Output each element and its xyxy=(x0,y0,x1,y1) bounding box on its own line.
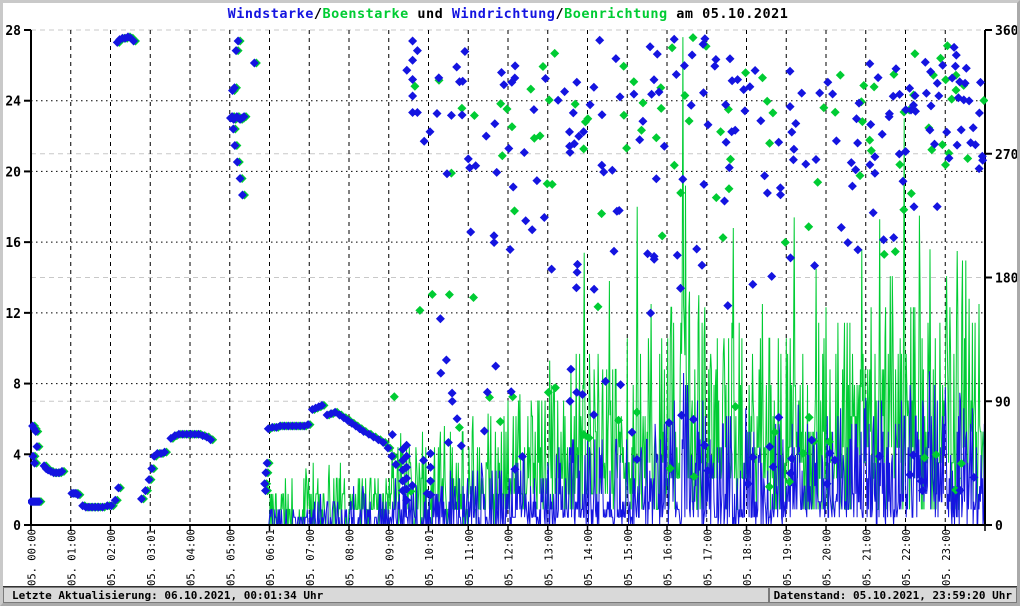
chart-title-segment: Boenstarke xyxy=(322,6,408,22)
x-axis-label: 05. 08:00 xyxy=(345,529,357,586)
data-state-text: Datenstand: 05.10.2021, 23:59:20 Uhr xyxy=(773,588,1012,602)
x-axis-label: 05. 18:00 xyxy=(742,529,754,586)
right-axis-label: 0 xyxy=(995,519,1003,534)
right-axis-label: 180 xyxy=(995,272,1019,287)
x-axis-label: 05. 23:00 xyxy=(941,529,953,586)
x-axis-label: 05. 20:00 xyxy=(822,529,834,586)
x-axis-label: 05. 07:00 xyxy=(305,529,317,586)
left-axis-label: 12 xyxy=(5,307,21,322)
left-axis-label: 0 xyxy=(13,519,21,534)
right-axis-label: 270 xyxy=(995,148,1019,163)
left-axis-label: 16 xyxy=(5,236,21,251)
x-axis-label: 05. 00:00 xyxy=(27,529,39,586)
x-axis-label: 05. 10:01 xyxy=(424,529,436,586)
chart-title-segment: / xyxy=(555,6,564,22)
x-axis-label: 05. 09:00 xyxy=(384,529,396,586)
x-axis-label: 05. 22:00 xyxy=(901,529,913,586)
chart-title-segment: Windrichtung xyxy=(452,6,556,22)
axis-ticks-labels: 0 4 8 12 16 20 24 28 0 90 180 270 360 05. 00:00 05. 01… xyxy=(5,24,1018,586)
left-axis-label: 4 xyxy=(13,448,21,463)
x-axis-label: 05. 01:00 xyxy=(66,529,78,586)
x-axis-label: 05. 21:00 xyxy=(861,529,873,586)
x-axis-label: 05. 19:00 xyxy=(782,529,794,586)
chart-title-segment: Windstarke xyxy=(228,6,314,22)
x-axis-label: 05. 06:01 xyxy=(265,529,277,586)
chart-title-segment: Boenrichtung xyxy=(564,6,668,22)
x-axis-label: 05. 17:00 xyxy=(702,529,714,586)
x-axis-label: 05. 02:00 xyxy=(106,529,118,586)
x-axis-label: 05. 05:00 xyxy=(225,529,237,586)
x-axis-label: 05. 04:00 xyxy=(186,529,198,586)
status-panel-last-update: Letzte Aktualisierung: 06.10.2021, 00:01… xyxy=(3,587,769,603)
left-axis-label: 8 xyxy=(13,378,21,393)
x-axis-label: 05. 11:00 xyxy=(464,529,476,586)
x-axis-label: 05. 12:00 xyxy=(504,529,516,586)
x-axis-label: 05. 14:00 xyxy=(583,529,595,586)
chart-title-segment: am 05.10.2021 xyxy=(668,6,789,22)
x-axis-label: 05. 03:01 xyxy=(146,529,158,586)
x-axis-label: 05. 15:00 xyxy=(623,529,635,586)
left-axis-label: 20 xyxy=(5,165,21,180)
right-axis-label: 360 xyxy=(995,24,1019,39)
status-panel-data-state: Datenstand: 05.10.2021, 23:59:20 Uhr xyxy=(768,587,1017,603)
left-axis-label: 24 xyxy=(5,95,21,110)
left-axis-label: 28 xyxy=(5,24,21,39)
x-axis-label: 05. 13:00 xyxy=(543,529,555,586)
last-update-text: Letzte Aktualisierung: 06.10.2021, 00:01… xyxy=(12,588,324,602)
chart-title: Windstarke/Boenstarke und Windrichtung/B… xyxy=(228,6,789,22)
right-axis-label: 90 xyxy=(995,395,1011,410)
chart-title-segment: und xyxy=(409,6,452,22)
x-axis-label: 05. 16:00 xyxy=(663,529,675,586)
status-bar: Letzte Aktualisierung: 06.10.2021, 00:01… xyxy=(3,586,1017,603)
chart-title-segment: / xyxy=(314,6,323,22)
